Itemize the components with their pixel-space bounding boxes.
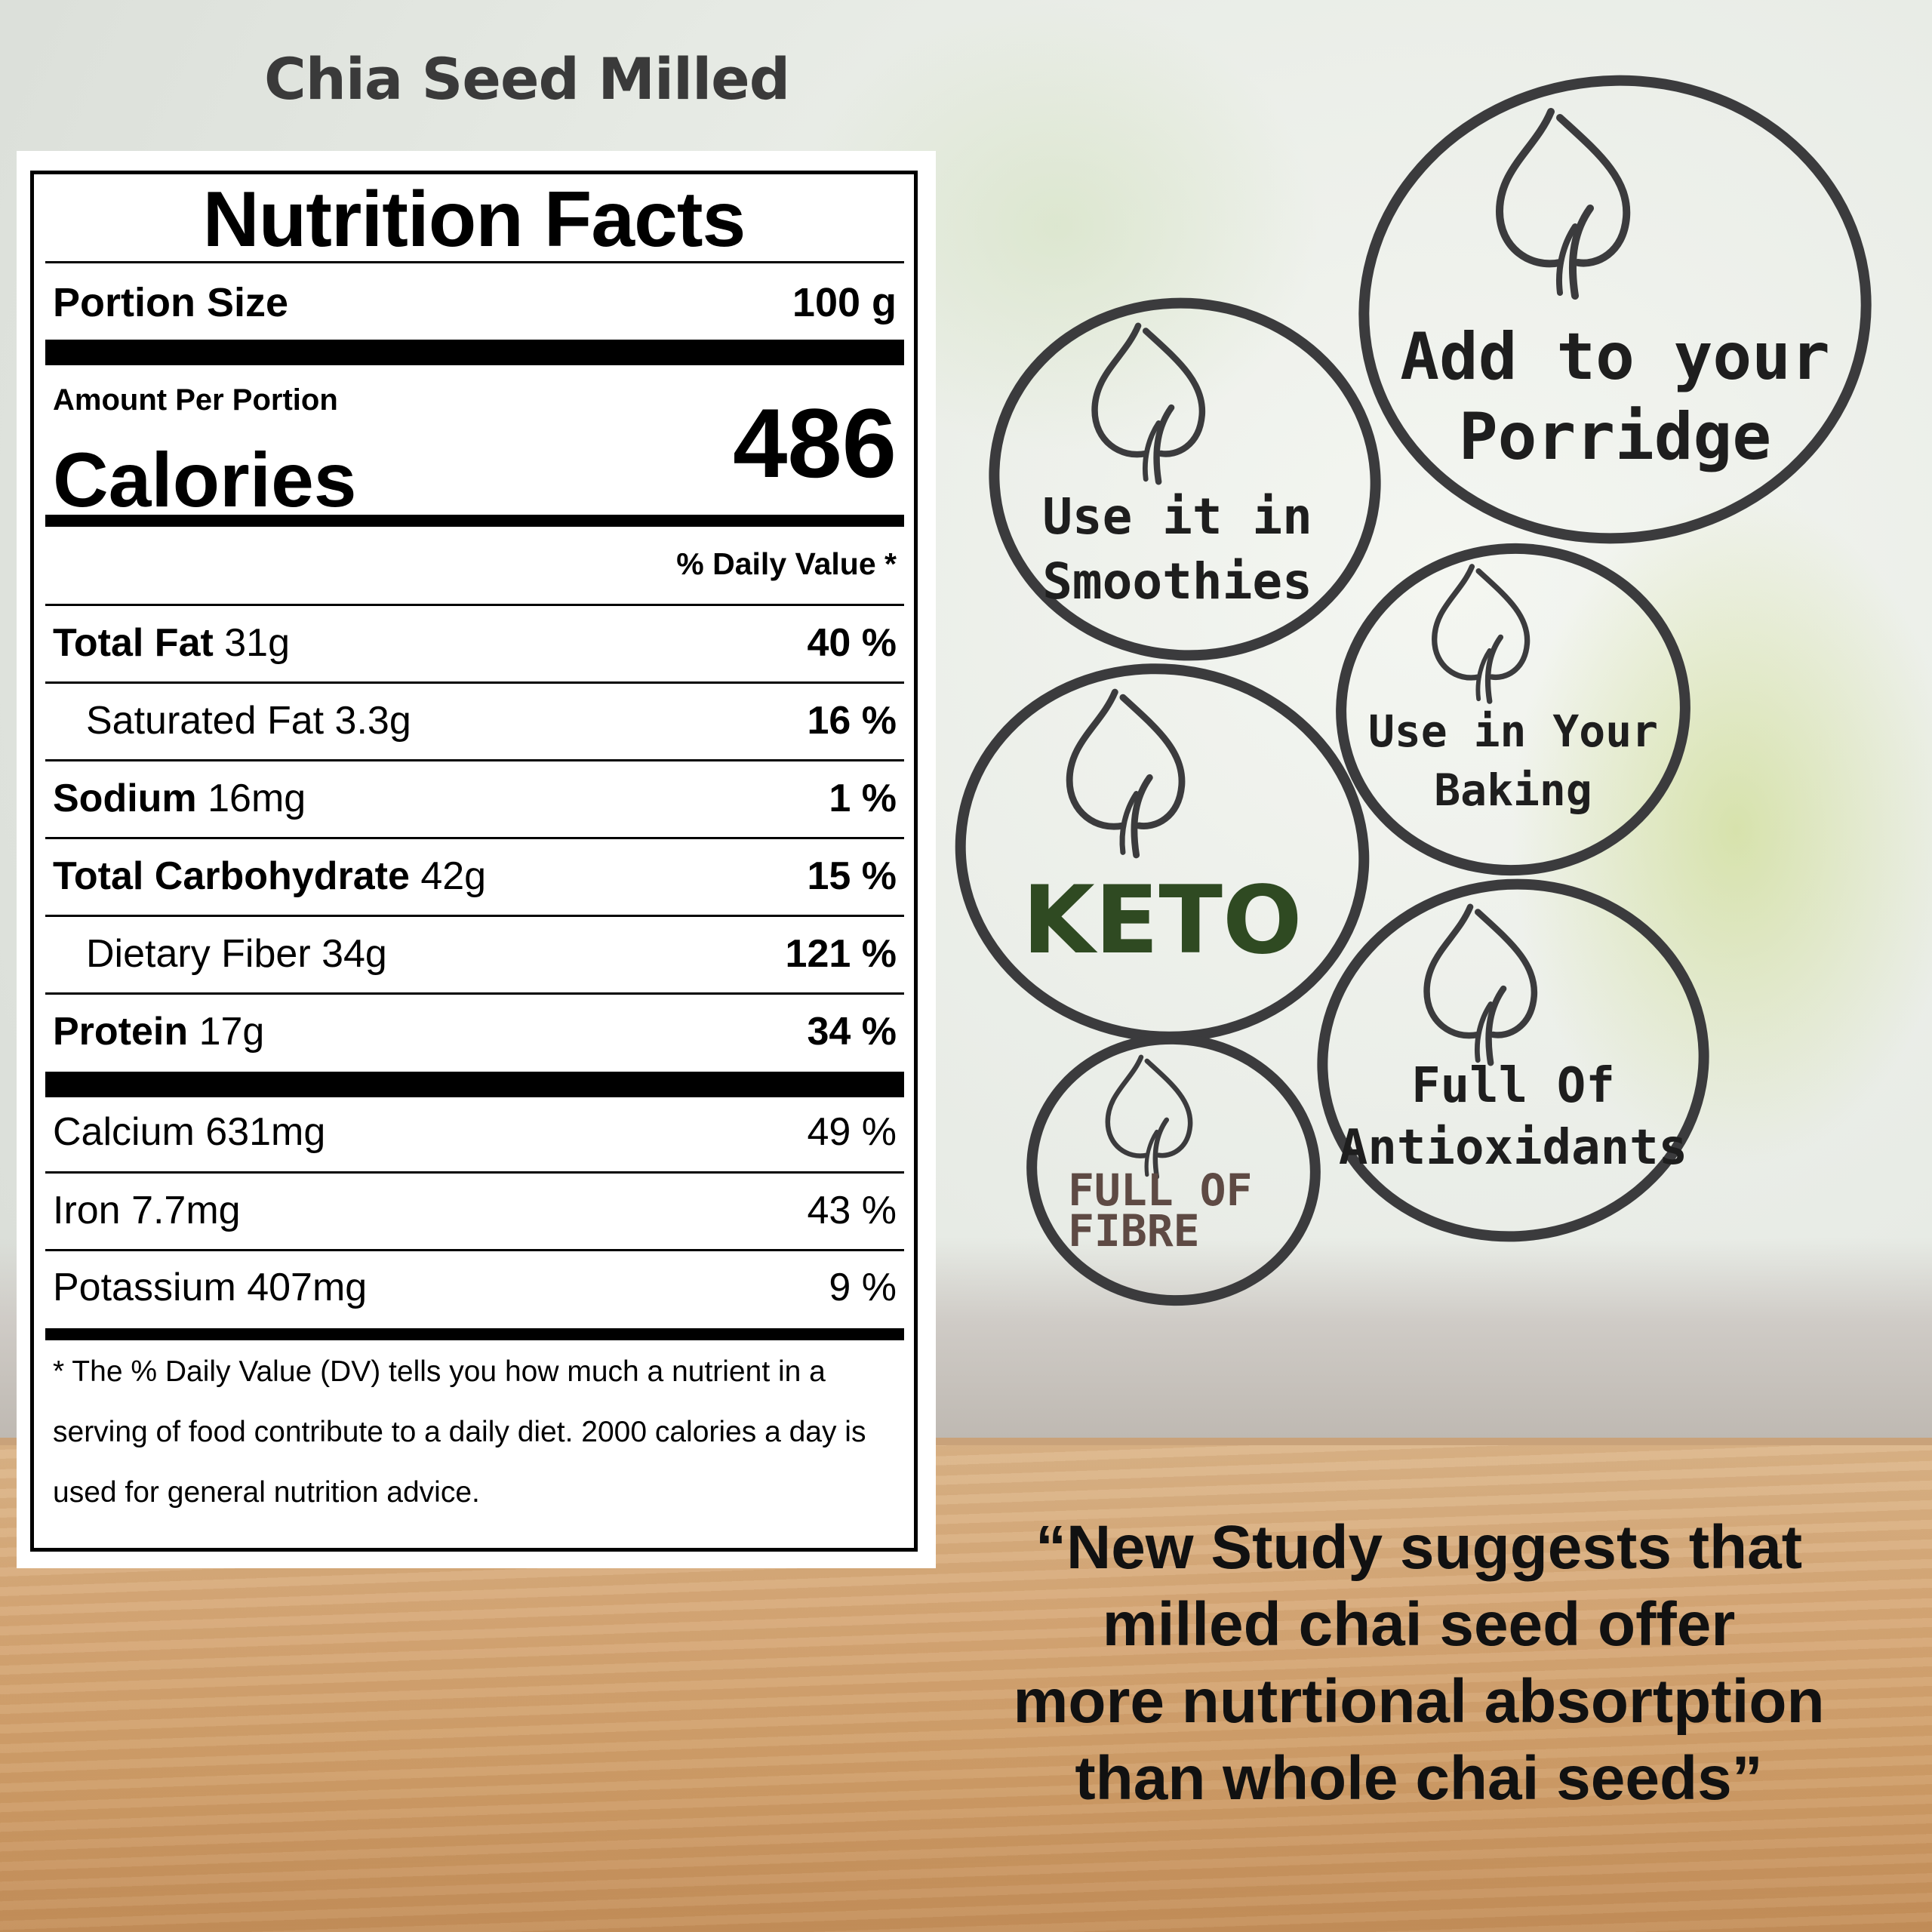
- study-quote: “New Study suggests that milled chai see…: [981, 1509, 1857, 1817]
- nutrient-amount: 17g: [198, 1010, 265, 1054]
- rule-thin: [45, 604, 904, 606]
- nutrient-daily-value: 121 %: [785, 932, 897, 976]
- badge-line: Use in Your: [1367, 706, 1659, 757]
- quote-line: more nutrtional absortption: [1013, 1667, 1825, 1736]
- nutrient-daily-value: 34 %: [807, 1010, 897, 1054]
- leaf-icon: [1491, 106, 1641, 302]
- rule-thin: [45, 261, 904, 263]
- rule-thick: [45, 340, 904, 365]
- nutrient-daily-value: 16 %: [807, 699, 897, 743]
- nutrition-label-border: [30, 171, 918, 1552]
- mineral-amount: 631mg: [205, 1110, 326, 1154]
- nutrient-daily-value: 15 %: [807, 854, 897, 898]
- leaf-icon: [1419, 902, 1547, 1068]
- nutrient-name: Total Fat: [53, 621, 214, 665]
- leaf-icon: [1426, 562, 1540, 706]
- mineral-amount: 7.7mg: [131, 1189, 241, 1232]
- badge-line: Antioxidants: [1338, 1120, 1688, 1176]
- product-title: Chia Seed Milled: [264, 45, 790, 112]
- mineral-daily-value: 9 %: [829, 1266, 897, 1309]
- badge-line: Porridge: [1458, 399, 1772, 475]
- rule-thick: [45, 1072, 904, 1097]
- nutrient-daily-value: 40 %: [807, 621, 897, 665]
- rule-medium: [45, 1328, 904, 1340]
- mineral-name: Calcium: [53, 1110, 195, 1154]
- mineral-amount: 407mg: [247, 1266, 368, 1309]
- rule-thin: [45, 759, 904, 761]
- quote-line: milled chai seed offer: [1102, 1590, 1736, 1659]
- badge-line: Use it in: [1042, 488, 1312, 546]
- portion-size-value: 100 g: [792, 280, 897, 325]
- nutrient-name: Saturated Fat: [86, 699, 325, 743]
- leaf-icon: [1087, 321, 1215, 487]
- calories-label: Calories: [53, 437, 357, 523]
- badge-line: Add to your: [1400, 319, 1830, 395]
- keto-label: KETO: [1022, 866, 1303, 975]
- mineral-name: Potassium: [53, 1266, 236, 1309]
- rule-thin: [45, 992, 904, 995]
- rule-thin: [45, 915, 904, 917]
- rule-thin: [45, 837, 904, 839]
- rule-thin: [45, 1171, 904, 1174]
- nutrient-amount: 31g: [224, 621, 291, 665]
- quote-line: than whole chai seeds”: [1075, 1744, 1763, 1813]
- badge-line: Smoothies: [1042, 552, 1312, 611]
- badge-line: FULL OF: [1068, 1164, 1253, 1216]
- calories-value: 486: [733, 388, 897, 498]
- quote-line: “New Study suggests that: [1035, 1513, 1803, 1582]
- daily-value-footnote: * The % Daily Value (DV) tells you how m…: [53, 1355, 866, 1509]
- nutrient-name: Dietary Fiber: [86, 932, 311, 976]
- badge-line: Baking: [1434, 764, 1592, 816]
- mineral-daily-value: 43 %: [807, 1189, 897, 1232]
- nutrient-amount: 42g: [420, 854, 487, 898]
- nutrient-daily-value: 1 %: [829, 777, 897, 820]
- mineral-daily-value: 49 %: [807, 1110, 897, 1154]
- leaf-icon: [1060, 687, 1196, 860]
- badge-line: FIBRE: [1068, 1205, 1200, 1257]
- nutrient-name: Sodium: [53, 777, 197, 820]
- nutrient-name: Protein: [53, 1010, 189, 1054]
- nutrient-amount: 3.3g: [334, 699, 411, 743]
- portion-size-label: Portion Size: [53, 280, 289, 325]
- mineral-name: Iron: [53, 1189, 121, 1232]
- nutrient-amount: 34g: [321, 932, 387, 976]
- rule-thin: [45, 681, 904, 684]
- rule-medium: [45, 515, 904, 527]
- nutrient-amount: 16mg: [208, 777, 306, 820]
- nutrient-name: Total Carbohydrate: [53, 854, 410, 898]
- amount-per-portion-label: Amount Per Portion: [53, 383, 338, 417]
- daily-value-header: % Daily Value *: [676, 546, 897, 581]
- background-plant-blur: [1509, 491, 1932, 1170]
- badge-line: Full Of: [1411, 1058, 1615, 1114]
- nutrition-facts-title: Nutrition Facts: [202, 176, 746, 263]
- leaf-icon: [1102, 1053, 1200, 1181]
- rule-thin: [45, 1249, 904, 1251]
